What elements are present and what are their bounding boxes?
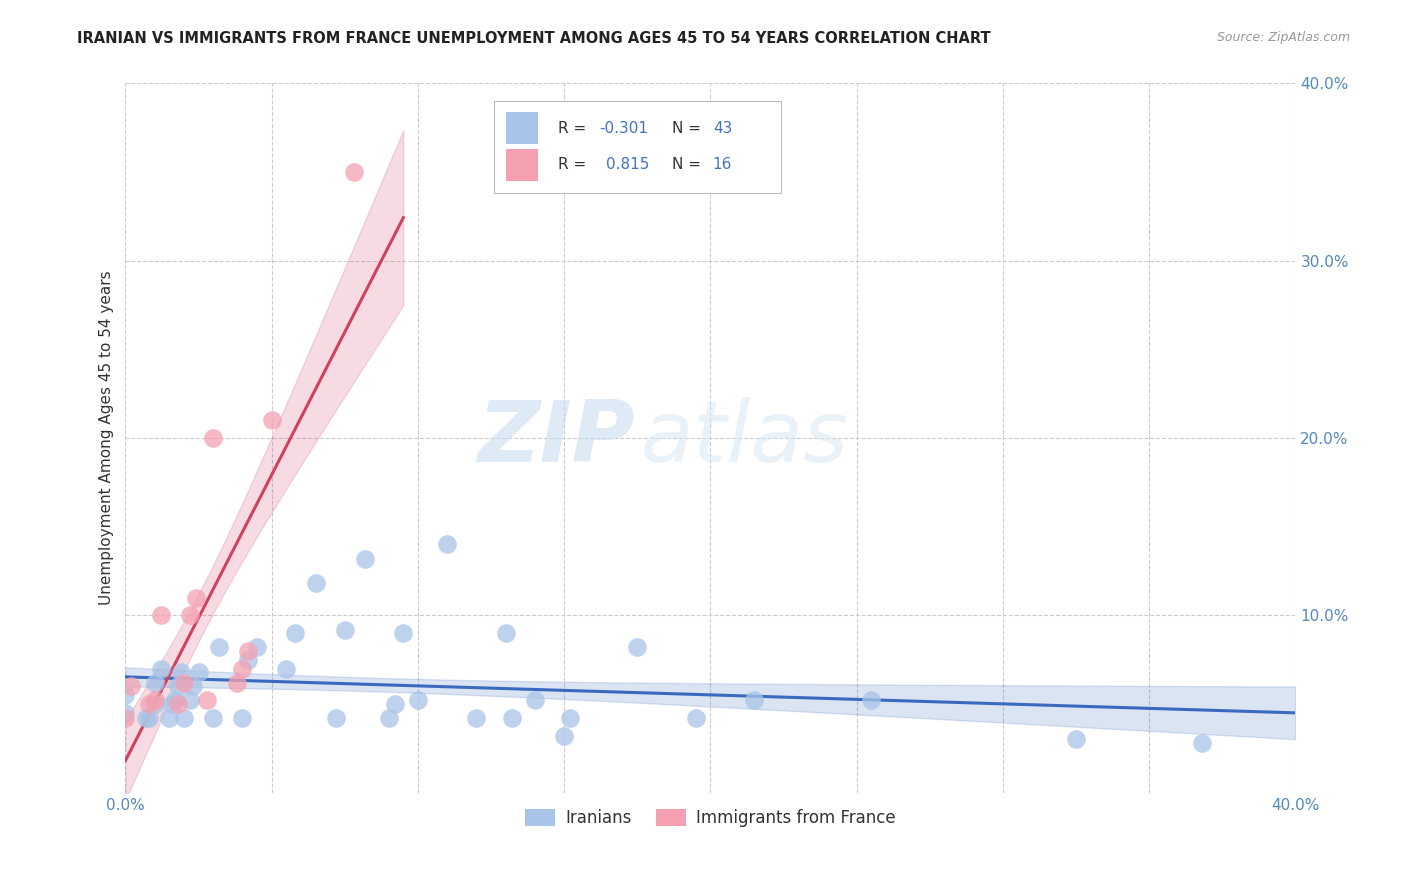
Point xyxy=(202,711,225,725)
Point xyxy=(195,693,218,707)
Point xyxy=(354,551,377,566)
FancyBboxPatch shape xyxy=(494,101,780,194)
Point xyxy=(225,675,247,690)
Text: N =: N = xyxy=(672,120,700,136)
Point xyxy=(187,665,209,679)
Text: atlas: atlas xyxy=(640,397,848,480)
Point xyxy=(384,697,406,711)
Point xyxy=(114,688,136,702)
Point xyxy=(333,623,356,637)
Point xyxy=(149,661,172,675)
Point xyxy=(179,608,201,623)
Point xyxy=(406,693,429,707)
Text: ZIP: ZIP xyxy=(477,397,634,480)
Text: -0.301: -0.301 xyxy=(599,120,648,136)
Point xyxy=(162,697,184,711)
Point xyxy=(165,693,187,707)
Point xyxy=(138,711,160,725)
Point xyxy=(143,693,166,707)
Point xyxy=(173,675,195,690)
Text: R =: R = xyxy=(558,158,596,172)
Point xyxy=(179,693,201,707)
Y-axis label: Unemployment Among Ages 45 to 54 years: Unemployment Among Ages 45 to 54 years xyxy=(100,271,114,606)
Point xyxy=(138,697,160,711)
Point xyxy=(465,711,488,725)
Point xyxy=(114,711,136,725)
Point xyxy=(135,711,157,725)
Text: 0.815: 0.815 xyxy=(606,158,650,172)
Bar xyxy=(506,112,538,144)
Text: R =: R = xyxy=(558,120,592,136)
Point xyxy=(114,706,136,720)
Point xyxy=(143,675,166,690)
Text: Source: ZipAtlas.com: Source: ZipAtlas.com xyxy=(1216,31,1350,45)
Point xyxy=(246,640,269,655)
Point xyxy=(744,693,766,707)
Point xyxy=(120,679,142,693)
Point xyxy=(173,711,195,725)
Point xyxy=(1191,736,1213,750)
Text: N =: N = xyxy=(672,158,700,172)
Bar xyxy=(506,149,538,180)
Text: IRANIAN VS IMMIGRANTS FROM FRANCE UNEMPLOYMENT AMONG AGES 45 TO 54 YEARS CORRELA: IRANIAN VS IMMIGRANTS FROM FRANCE UNEMPL… xyxy=(77,31,991,46)
Point xyxy=(208,640,231,655)
Point xyxy=(284,626,307,640)
Point xyxy=(276,661,298,675)
Legend: Iranians, Immigrants from France: Iranians, Immigrants from France xyxy=(519,803,903,834)
Point xyxy=(157,711,180,725)
Point xyxy=(167,679,190,693)
Point xyxy=(523,693,546,707)
Point xyxy=(170,665,193,679)
Point xyxy=(231,661,253,675)
Point xyxy=(626,640,648,655)
Point xyxy=(304,576,326,591)
Point xyxy=(167,697,190,711)
Point xyxy=(238,644,260,658)
Text: 16: 16 xyxy=(713,158,733,172)
Point xyxy=(231,711,253,725)
Point xyxy=(1064,732,1087,747)
Point xyxy=(860,693,883,707)
Point xyxy=(181,679,204,693)
Point xyxy=(436,537,458,551)
Point xyxy=(143,697,166,711)
Point xyxy=(184,591,207,605)
Point xyxy=(202,431,225,445)
Point xyxy=(553,729,575,743)
Point xyxy=(343,165,366,179)
Point xyxy=(260,413,283,427)
Point xyxy=(501,711,523,725)
Point xyxy=(495,626,517,640)
Point xyxy=(558,711,581,725)
Point xyxy=(377,711,399,725)
Point xyxy=(238,653,260,667)
Point xyxy=(149,608,172,623)
Point xyxy=(325,711,347,725)
Point xyxy=(685,711,707,725)
Text: 43: 43 xyxy=(713,120,733,136)
Point xyxy=(392,626,415,640)
